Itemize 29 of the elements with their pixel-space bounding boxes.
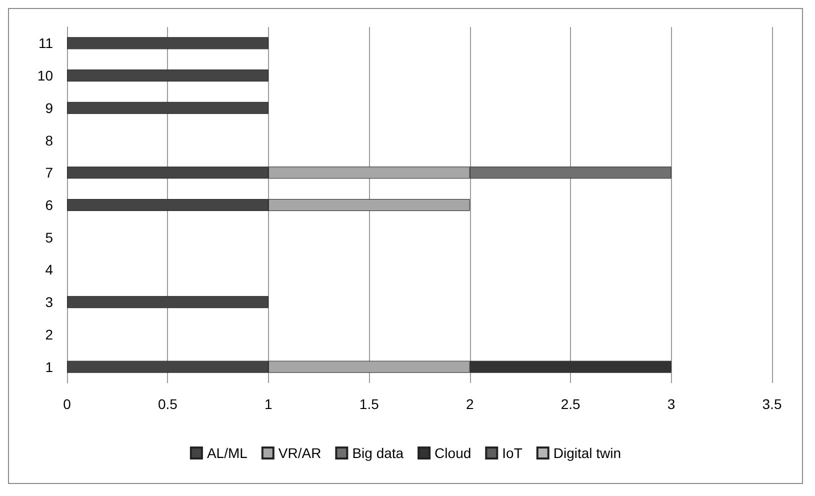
x-tick-label: 0 xyxy=(63,396,72,412)
y-tick-label: 3 xyxy=(45,294,54,310)
y-tick-label: 8 xyxy=(45,132,54,148)
x-tick-label: 1 xyxy=(264,396,273,412)
legend-label: Digital twin xyxy=(553,445,622,461)
legend-label: Big data xyxy=(352,445,404,461)
y-tick-label: 1 xyxy=(45,358,54,375)
y-tick-label: 9 xyxy=(45,100,54,116)
y-tick-label: 2 xyxy=(45,326,54,342)
x-tick-label: 3 xyxy=(667,396,676,412)
y-tick-label: 7 xyxy=(45,164,54,181)
legend-label: IoT xyxy=(502,445,523,461)
bar xyxy=(67,296,268,308)
bar xyxy=(67,37,268,50)
legend-label: AL/ML xyxy=(206,445,248,461)
y-tick-label: 10 xyxy=(37,68,54,84)
y-tick-label: 5 xyxy=(45,229,54,246)
x-tick-label: 2 xyxy=(466,396,474,412)
legend-label: VR/AR xyxy=(278,445,322,461)
x-tick-label: 2.5 xyxy=(560,396,581,412)
bar xyxy=(67,70,268,82)
bar xyxy=(67,102,268,114)
x-tick-label: 0.5 xyxy=(158,396,178,412)
y-tick-label: 6 xyxy=(45,197,54,213)
legend-label: Cloud xyxy=(434,445,472,461)
x-tick-label: 1.5 xyxy=(359,396,380,412)
x-tick-label: 3.5 xyxy=(762,396,782,412)
y-tick-label: 11 xyxy=(38,35,54,52)
y-tick-label: 4 xyxy=(45,262,54,278)
